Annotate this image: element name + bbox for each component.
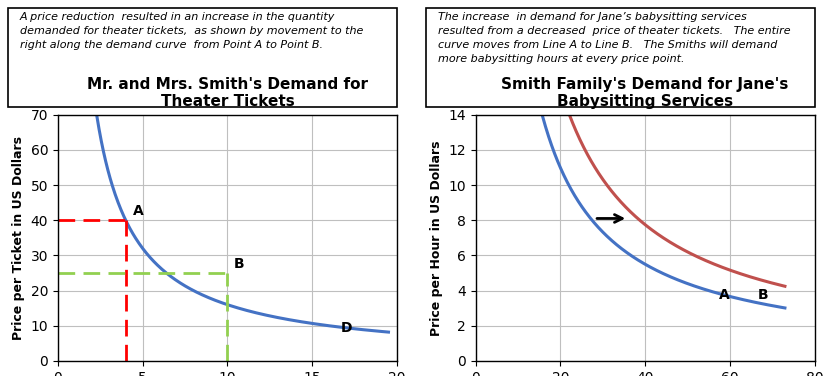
Text: D: D bbox=[341, 321, 352, 335]
Text: The increase  in demand for Jane’s babysitting services
resulted from a decrease: The increase in demand for Jane’s babysi… bbox=[437, 12, 790, 64]
Y-axis label: Price per Ticket in US Dollars: Price per Ticket in US Dollars bbox=[12, 136, 25, 340]
Text: A price reduction  resulted in an increase in the quantity
demanded for theater : A price reduction resulted in an increas… bbox=[20, 12, 363, 50]
Y-axis label: Price per Hour in US Dollars: Price per Hour in US Dollars bbox=[429, 140, 442, 335]
Title: Smith Family's Demand for Jane's
Babysitting Services: Smith Family's Demand for Jane's Babysit… bbox=[501, 77, 789, 109]
Text: A: A bbox=[132, 204, 143, 218]
Title: Mr. and Mrs. Smith's Demand for
Theater Tickets: Mr. and Mrs. Smith's Demand for Theater … bbox=[87, 77, 368, 109]
Text: B: B bbox=[758, 288, 768, 302]
Text: A: A bbox=[719, 288, 730, 302]
Text: B: B bbox=[234, 257, 245, 271]
FancyBboxPatch shape bbox=[8, 8, 397, 107]
FancyBboxPatch shape bbox=[426, 8, 815, 107]
